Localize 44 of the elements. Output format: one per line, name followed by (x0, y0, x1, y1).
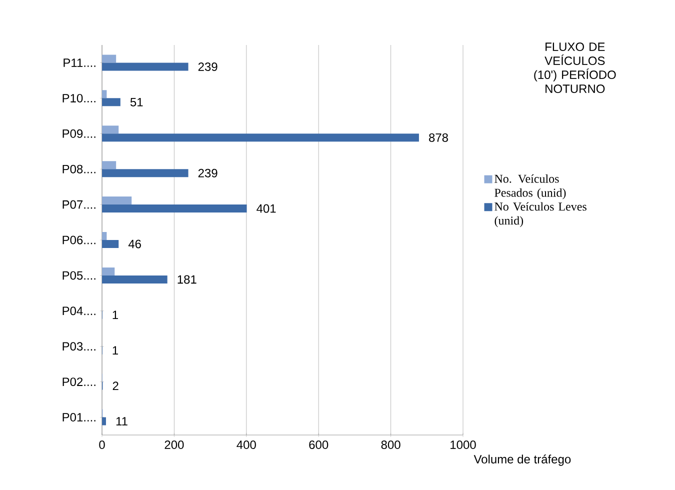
bar (102, 54, 116, 63)
bar (102, 267, 115, 276)
data-label: 239 (198, 62, 218, 71)
bar (102, 275, 168, 284)
legend-label: No. Veículos Pesados (unid) (494, 174, 566, 200)
data-label: 181 (178, 275, 196, 284)
y-tick-label: P02.... (62, 378, 96, 386)
data-label: 1 (112, 310, 118, 320)
data-label: 1 (112, 346, 118, 354)
bar (102, 98, 120, 106)
text: FLUXO DE VEÍCULOS (10') PERÍODO NOTURNO (534, 42, 616, 94)
data-label: 878 (429, 133, 448, 142)
x-tick-label: 0 (99, 440, 105, 450)
y-tick-label: P06.... (62, 236, 96, 244)
x-tick-label: 400 (236, 440, 256, 450)
y-tick-label: P09.... (62, 129, 96, 138)
data-label: 46 (128, 240, 141, 248)
y-tick-label: P10.... (62, 94, 96, 102)
bar (102, 126, 119, 134)
bar (102, 240, 119, 248)
x-tick-label: 600 (309, 440, 328, 450)
x-axis-title: Volume de tráfego (474, 454, 571, 466)
data-label: 51 (130, 98, 143, 106)
y-tick-label: P04.... (62, 306, 96, 316)
data-label: 239 (198, 168, 218, 178)
x-tick-label: 800 (381, 440, 400, 450)
bar (102, 196, 132, 205)
bar (102, 62, 188, 71)
y-tick-label: P05.... (62, 271, 96, 280)
y-tick-label: P01.... (62, 413, 96, 422)
x-tick-label: 200 (164, 440, 184, 450)
data-label: 401 (256, 204, 276, 213)
y-tick-label: P03.... (62, 342, 96, 351)
bar (102, 169, 188, 178)
y-tick-label: P07.... (62, 200, 96, 209)
legend-label: No Veículos Leves (unid) (494, 202, 586, 228)
data-label: 11 (116, 417, 128, 426)
bar (102, 161, 116, 170)
x-tick-label: 1000 (450, 440, 476, 450)
bar (102, 204, 247, 213)
y-tick-label: P11.... (64, 58, 96, 67)
bar (102, 134, 419, 142)
data-label: 2 (112, 382, 118, 390)
y-tick-label: P08.... (62, 164, 96, 174)
